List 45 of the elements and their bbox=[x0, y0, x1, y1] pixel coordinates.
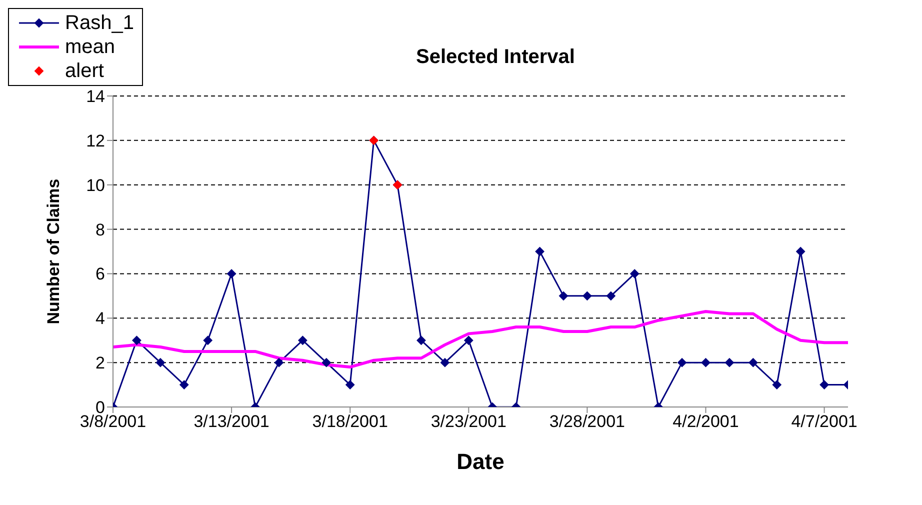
point bbox=[606, 291, 616, 300]
y-tick-label: 4 bbox=[96, 309, 105, 328]
legend-label: alert bbox=[65, 60, 104, 82]
point bbox=[156, 358, 165, 368]
point bbox=[724, 358, 734, 368]
x-tick-label: 3/13/2001 bbox=[194, 412, 270, 432]
point bbox=[464, 336, 474, 345]
point bbox=[203, 336, 212, 345]
x-axis-title: Date bbox=[456, 449, 504, 474]
x-tick-label: 3/23/2001 bbox=[430, 412, 506, 432]
point bbox=[820, 380, 829, 390]
x-tick-label: 4/2/2001 bbox=[672, 412, 739, 432]
point bbox=[630, 269, 640, 278]
point bbox=[416, 336, 426, 345]
point bbox=[678, 358, 687, 368]
legend-label: mean bbox=[65, 36, 116, 58]
y-axis-title: Number of Claims bbox=[44, 178, 64, 324]
y-tick-label: 2 bbox=[96, 354, 105, 373]
y-tick-label: 14 bbox=[86, 87, 105, 106]
point bbox=[748, 358, 758, 368]
point bbox=[796, 247, 806, 256]
y-tick-label: 6 bbox=[96, 264, 105, 284]
legend-label: Rash_1 bbox=[65, 12, 134, 34]
point bbox=[558, 291, 568, 300]
x-tick-label: 3/28/2001 bbox=[549, 412, 626, 432]
point bbox=[322, 358, 331, 368]
x-tick-label: 4/7/2001 bbox=[791, 412, 858, 432]
point bbox=[346, 380, 355, 390]
point bbox=[701, 358, 710, 368]
y-tick-label: 10 bbox=[86, 176, 105, 195]
x-tick-label: 3/8/2001 bbox=[80, 412, 146, 432]
point bbox=[227, 269, 236, 278]
point bbox=[132, 336, 142, 345]
y-tick-label: 8 bbox=[96, 220, 105, 240]
point bbox=[298, 336, 308, 345]
point bbox=[772, 380, 782, 390]
chart-title: Selected Interval bbox=[415, 46, 576, 69]
point bbox=[440, 358, 450, 368]
y-tick-label: 12 bbox=[86, 131, 105, 150]
line-series bbox=[113, 310, 848, 369]
point bbox=[535, 247, 544, 256]
point bbox=[582, 291, 592, 300]
point bbox=[180, 380, 189, 390]
point bbox=[274, 358, 284, 368]
x-tick-label: 3/18/2001 bbox=[312, 412, 388, 432]
